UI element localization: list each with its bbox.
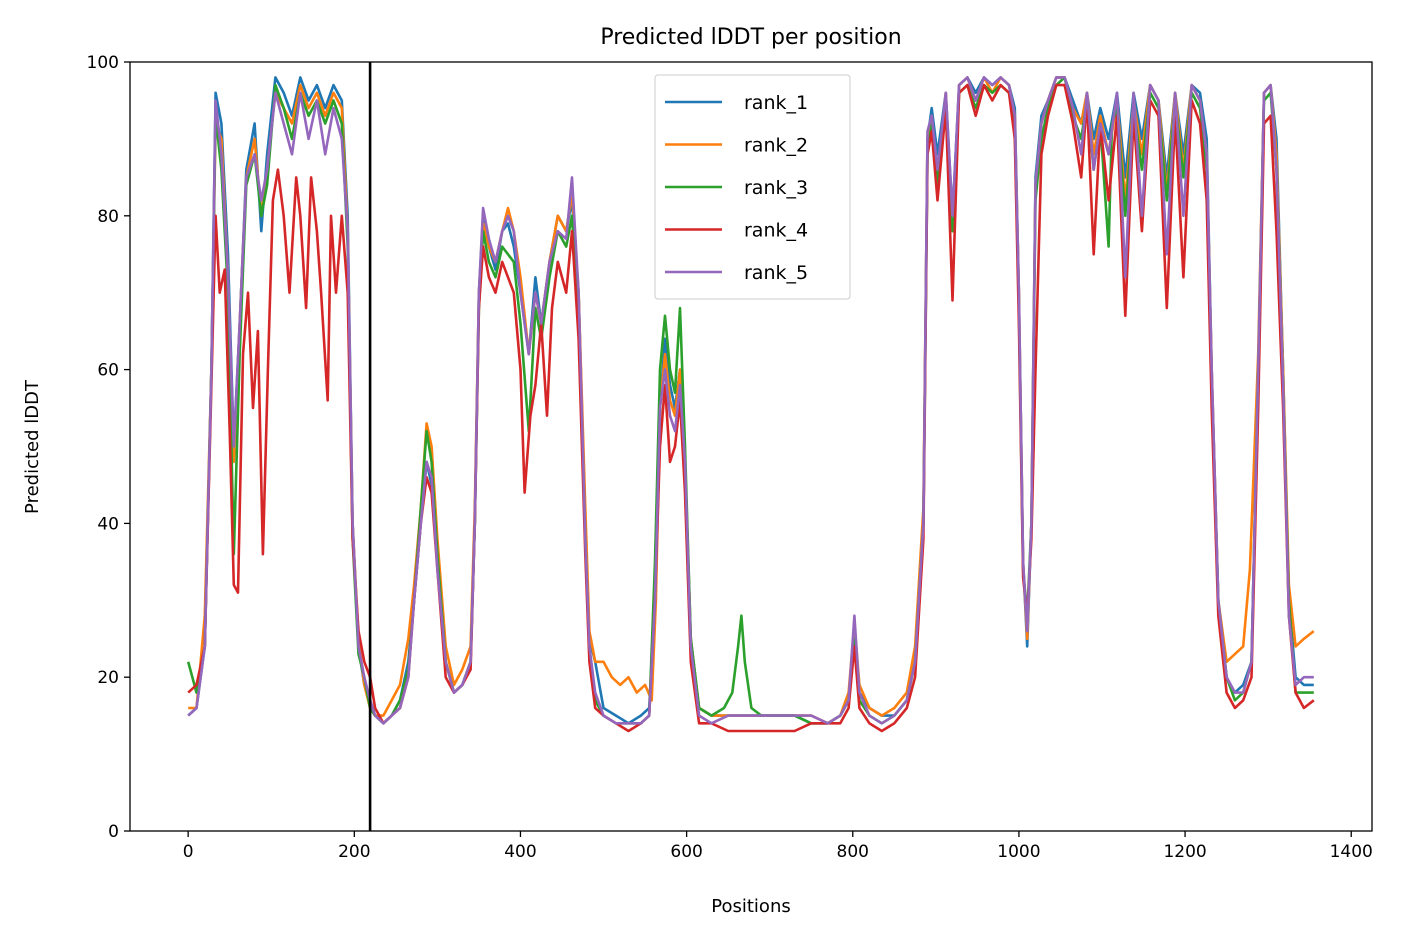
x-tick-label: 1200 — [1163, 842, 1206, 862]
x-tick-label: 200 — [338, 842, 370, 862]
y-axis-label: Predicted lDDT — [22, 379, 43, 514]
legend-label: rank_3 — [744, 177, 808, 199]
y-tick-label: 40 — [97, 514, 119, 534]
x-axis-label: Positions — [711, 896, 790, 917]
x-tick-label: 0 — [183, 842, 194, 862]
x-tick-label: 800 — [837, 842, 869, 862]
legend-label: rank_1 — [744, 92, 808, 114]
series-line-rank-5 — [187, 76, 1314, 725]
legend-box — [654, 74, 851, 300]
x-axis: 0 200 400 600 800 1000 1200 1400 — [183, 831, 1373, 862]
series-layer — [186, 76, 1315, 733]
y-tick-label: 20 — [97, 668, 119, 688]
x-tick-label: 400 — [504, 842, 536, 862]
series-line-rank-4 — [187, 83, 1315, 733]
y-tick-label: 0 — [108, 822, 119, 842]
legend-label: rank_5 — [744, 262, 808, 284]
y-tick-label: 80 — [97, 207, 119, 227]
x-tick-label: 1400 — [1330, 842, 1373, 862]
legend-label: rank_4 — [744, 220, 808, 242]
x-tick-label: 1000 — [997, 842, 1040, 862]
x-tick-label: 600 — [670, 842, 702, 862]
y-tick-label: 60 — [97, 361, 119, 381]
legend: rank_1 rank_2 rank_3 rank_4 rank_5 — [654, 74, 851, 300]
y-axis: 0 20 40 60 80 100 — [87, 53, 130, 842]
plot-frame — [129, 61, 1373, 832]
chart-title: Predicted lDDT per position — [600, 25, 901, 50]
legend-label: rank_2 — [744, 135, 808, 157]
y-tick-label: 100 — [87, 53, 119, 73]
